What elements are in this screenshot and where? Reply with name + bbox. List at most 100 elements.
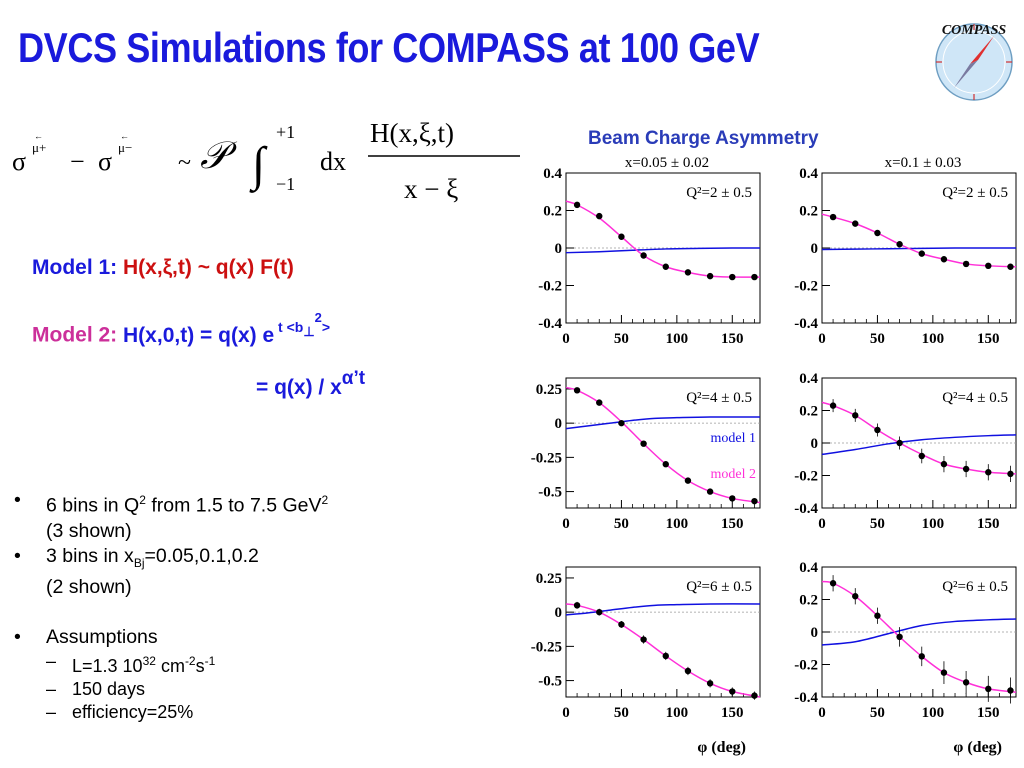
data-point: [618, 233, 625, 240]
x-tick-label: 0: [562, 516, 570, 532]
y-tick-label: -0.2: [794, 469, 818, 485]
data-point: [573, 387, 581, 394]
y-tick-label: -0.5: [538, 674, 562, 690]
data-point: [618, 419, 625, 427]
sub-list-item: – L=1.3 1032 cm-2s-1: [46, 650, 328, 678]
y-tick-label: 0.25: [536, 382, 562, 398]
data-point: [640, 252, 647, 259]
logo-text: COMPASS: [942, 23, 1007, 38]
model-2-curve: [565, 603, 761, 698]
data-point: [829, 402, 837, 409]
model-1-curve: [821, 434, 1017, 456]
sub-bullet-dash: –: [46, 679, 57, 700]
x-tick-label: 50: [870, 705, 885, 721]
compass-logo: COMPASS: [935, 23, 1013, 101]
x-tick-label: 50: [614, 331, 629, 347]
y-tick-label: 0: [811, 436, 819, 452]
data-point: [706, 272, 714, 280]
plot-frame: [565, 172, 761, 324]
formula-arrow-1: ←: [34, 131, 43, 141]
model-2-curve: [565, 200, 761, 278]
data-point: [874, 612, 881, 619]
y-tick-label: 0.2: [799, 204, 818, 220]
data-point: [596, 212, 603, 220]
formula-minus: −: [70, 147, 85, 176]
plot-frame: [565, 566, 761, 698]
x-tick-label: 100: [666, 705, 689, 721]
q2-label: Q²=4 ± 0.5: [942, 390, 1008, 406]
formula-denominator: x − ξ: [404, 174, 458, 204]
x-tick-label: 0: [562, 705, 570, 721]
data-point: [684, 477, 692, 484]
y-tick-label: -0.4: [794, 316, 818, 332]
model-1-curve: [565, 603, 761, 616]
x-tick-label: 50: [870, 331, 885, 347]
q2-label: Q²=2 ± 0.5: [686, 185, 752, 201]
bullet-dot: •: [14, 489, 21, 511]
bullet-sup: 2: [139, 493, 146, 507]
data-point: [1007, 263, 1014, 270]
data-point: [573, 602, 581, 609]
data-point: [751, 692, 758, 699]
data-point: [985, 469, 992, 476]
asymmetry-formula: σ μ+ ← − σ μ− ← ~ 𝒫 ∫ +1 −1 dx H(x,ξ,t) …: [12, 118, 520, 204]
y-tick-label: 0.4: [799, 560, 818, 576]
x-tick-label: 150: [721, 705, 744, 721]
formula-mu-minus: μ−: [118, 140, 132, 155]
chart-header: Beam Charge Asymmetry: [588, 128, 819, 149]
y-tick-label: 0.4: [799, 371, 818, 387]
sub-bullet-text: L=1.3 10: [72, 656, 143, 677]
x-tick-label: 0: [818, 331, 826, 347]
data-point: [962, 260, 970, 268]
sub-bullet-dash: –: [46, 651, 57, 672]
data-point: [706, 488, 714, 495]
data-point: [596, 608, 603, 616]
formula-principal: 𝒫: [200, 135, 238, 177]
model-2-exp-sq: 2: [314, 310, 322, 325]
assumption-list: • 6 bins in Q2 from 1.5 to 7.5 GeV2 (3 s…: [10, 488, 328, 724]
model-2-label: Model 2:: [32, 323, 118, 347]
model-2-exp-suffix: >: [321, 318, 331, 335]
data-point: [729, 688, 736, 695]
bullet-text: 3 bins in x: [46, 544, 134, 567]
x-tick-label: 150: [721, 516, 744, 532]
q2-label: Q²=4 ± 0.5: [686, 390, 752, 406]
data-point: [573, 201, 581, 209]
formula-integral: ∫: [249, 138, 268, 193]
sub-bullet-sup: -2: [184, 654, 196, 669]
model-2-exp-prefix: t <b: [278, 318, 304, 335]
formula-arrow-2: ←: [120, 131, 129, 141]
formula-sigma-1: σ: [12, 147, 26, 176]
sub-bullet-text: 150 days: [72, 679, 146, 700]
data-point: [852, 593, 859, 600]
data-point: [985, 262, 992, 270]
list-item: • 3 bins in xBj=0.05,0.1,0.2 (2 shown): [10, 544, 328, 601]
legend-model-2: model 2: [711, 467, 757, 482]
slide-title: DVCS Simulations for COMPASS at 100 GeV: [18, 24, 760, 71]
y-tick-label: -0.4: [538, 316, 562, 332]
data-point: [918, 452, 925, 460]
y-tick-label: -0.2: [794, 658, 818, 674]
x-tick-label: 0: [818, 705, 826, 721]
data-point: [662, 263, 669, 270]
data-point: [874, 229, 881, 237]
data-point: [729, 273, 736, 281]
x-tick-label: 150: [721, 331, 744, 347]
formula-approx: ~: [178, 150, 191, 176]
list-item: • 6 bins in Q2 from 1.5 to 7.5 GeV2 (3 s…: [10, 488, 328, 544]
x-tick-label: 150: [977, 516, 1000, 532]
x-tick-label: 50: [870, 516, 885, 532]
sub-list-item: –150 days: [46, 678, 328, 701]
bullet-text: Assumptions: [46, 626, 158, 649]
sub-bullet-sup: 32: [142, 654, 156, 669]
x-tick-label: 100: [666, 516, 689, 532]
formula-sigma-2: σ: [98, 147, 112, 176]
x-tick-label: 150: [977, 331, 1000, 347]
data-point: [918, 653, 925, 660]
model-2-exp-perp: ⊥: [303, 323, 315, 339]
data-point: [852, 412, 859, 419]
data-point: [1007, 470, 1014, 478]
model-2-line-2: = q(x) / xα’t: [256, 368, 365, 400]
data-point: [940, 256, 948, 263]
data-point: [662, 461, 669, 468]
